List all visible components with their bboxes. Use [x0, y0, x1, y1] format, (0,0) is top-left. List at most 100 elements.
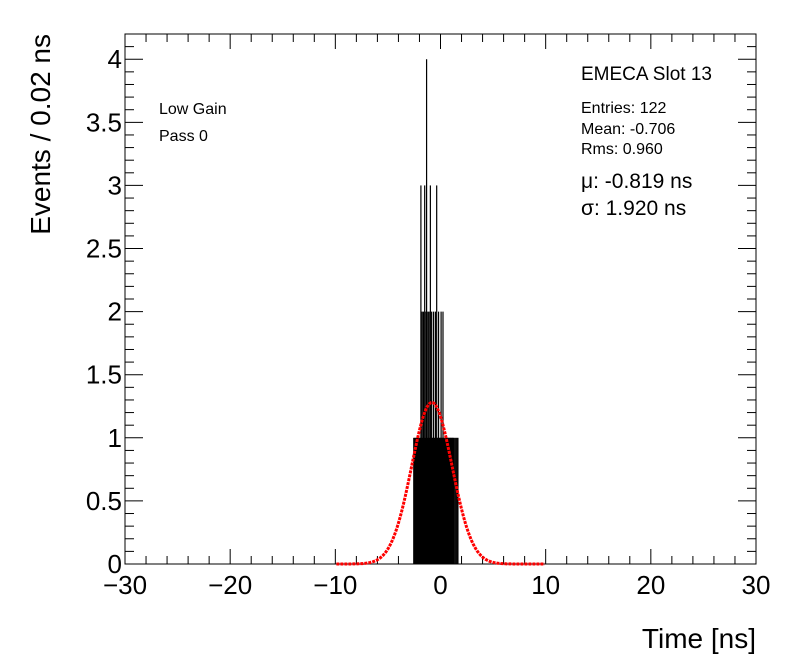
histogram-bars	[413, 59, 459, 564]
x-tick-label: 30	[742, 570, 771, 600]
histogram-bar	[422, 437, 424, 564]
y-tick-label: 4	[108, 44, 122, 74]
x-tick-label: 10	[531, 570, 560, 600]
y-tick-label: 0.5	[86, 486, 122, 516]
histogram-bar	[439, 437, 442, 564]
pass-label: Pass 0	[159, 128, 208, 145]
histogram-bar	[452, 437, 454, 564]
histogram-bar	[420, 437, 423, 564]
histogram-bar	[444, 437, 446, 564]
histogram-bar	[437, 311, 440, 564]
histogram-bar	[444, 437, 447, 564]
histogram-bar	[434, 437, 436, 564]
histogram-bar	[448, 437, 450, 564]
histogram-bar	[451, 437, 453, 564]
fit-curve	[336, 400, 545, 566]
histogram-bar	[431, 437, 433, 564]
y-tick-label: 3.5	[86, 107, 122, 137]
histogram-bar	[456, 437, 458, 564]
x-tick-label: −30	[103, 570, 147, 600]
histogram-bar	[431, 311, 433, 564]
x-tick-label: −20	[208, 570, 252, 600]
histogram-bar	[420, 185, 422, 564]
x-axis-label: Time [ns]	[642, 623, 756, 654]
x-tick-label: 20	[636, 570, 665, 600]
histogram-bar	[429, 185, 431, 564]
histogram-bar	[439, 437, 441, 564]
y-tick-label: 0	[108, 549, 122, 579]
histogram-bar	[454, 437, 456, 564]
histogram-bar	[424, 185, 426, 564]
histogram-bar	[441, 437, 443, 564]
histogram-bar	[425, 311, 427, 564]
fit-mu: μ: -0.819 ns	[581, 170, 692, 193]
histogram-bar	[428, 311, 430, 564]
histogram-bar	[423, 437, 425, 564]
histogram-bar	[451, 437, 454, 564]
histogram-bar	[441, 437, 443, 564]
y-tick-label: 2	[108, 297, 122, 327]
y-tick-label: 2.5	[86, 234, 122, 264]
histogram-bar	[425, 59, 428, 564]
histogram-bar	[435, 437, 437, 564]
histogram-bar	[416, 437, 418, 564]
histogram-bar	[413, 437, 415, 564]
histogram-bar	[443, 437, 445, 564]
histogram-bar	[438, 437, 440, 564]
histogram-bar	[414, 437, 417, 564]
x-tick-labels: −30 −20 −10 0 10 20 30	[103, 570, 771, 600]
fit-sigma: σ: 1.920 ns	[581, 197, 686, 220]
histogram-bar	[446, 437, 449, 564]
histogram-bar	[442, 311, 444, 564]
histogram-bar	[449, 437, 451, 564]
histogram-bar	[432, 311, 435, 564]
histogram-bar	[426, 437, 428, 564]
y-tick-label: 3	[108, 170, 122, 200]
histogram-bar	[449, 437, 452, 564]
histogram-bar	[436, 185, 438, 564]
gaussian-fit	[336, 400, 545, 566]
histogram-bar	[443, 437, 445, 564]
histogram-bar	[445, 437, 447, 564]
histogram-bar	[430, 437, 432, 564]
histogram-bar	[413, 437, 416, 564]
histogram-bar	[436, 437, 438, 564]
stats-rms: Rms: 0.960	[581, 141, 663, 158]
histogram-bar	[448, 437, 450, 564]
histogram-bar	[437, 437, 439, 564]
stats-mean: Mean: -0.706	[581, 121, 675, 138]
gain-label: Low Gain	[159, 101, 227, 118]
y-axis-label: Events / 0.02 ns	[25, 34, 56, 235]
histogram-bar	[453, 437, 455, 564]
stats-entries: Entries: 122	[581, 100, 666, 117]
histogram-bar	[457, 437, 459, 564]
y-tick-label: 1.5	[86, 360, 122, 390]
histogram-bar	[419, 437, 421, 564]
histogram-bar	[424, 437, 426, 564]
histogram-bar	[432, 437, 434, 564]
histogram-bar	[417, 437, 419, 564]
histogram-bar	[421, 311, 423, 564]
histogram-bar	[418, 437, 420, 564]
histogram-bar	[450, 437, 452, 564]
histogram-bar	[416, 437, 419, 564]
histogram-bar	[422, 311, 425, 564]
x-tick-label: 0	[433, 570, 447, 600]
axis-ticks	[124, 33, 757, 565]
y-tick-label: 1	[108, 423, 122, 453]
y-tick-labels: 0 0.5 1 1.5 2 2.5 3 3.5 4	[86, 44, 122, 579]
histogram-bar	[433, 437, 435, 564]
histogram-bar	[419, 437, 421, 564]
histogram-bar	[455, 437, 457, 564]
histogram-bar	[429, 437, 431, 564]
histogram-bar	[440, 311, 442, 564]
histogram-bar	[427, 437, 430, 564]
histogram-bar	[427, 311, 429, 564]
histogram-bar	[447, 437, 449, 564]
histogram-bar	[415, 437, 417, 564]
stats-title: EMECA Slot 13	[581, 64, 712, 85]
histogram-bar	[446, 437, 448, 564]
histogram-bar	[434, 311, 437, 564]
x-tick-label: −10	[313, 570, 357, 600]
